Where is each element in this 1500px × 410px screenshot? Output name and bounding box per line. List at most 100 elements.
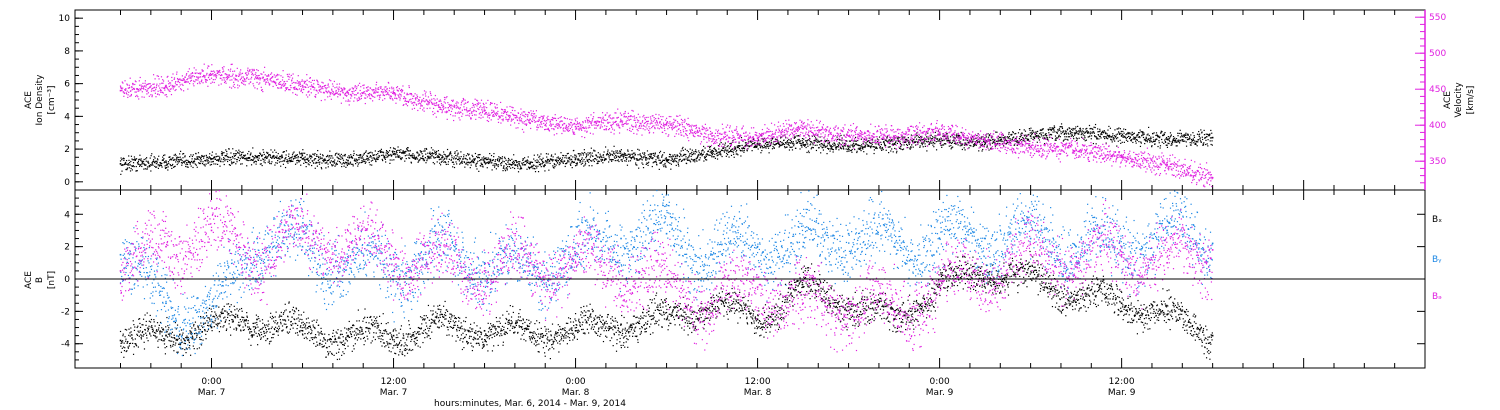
density-sample [378, 157, 379, 158]
density-sample [310, 158, 311, 159]
density-sample [528, 163, 529, 164]
density-sample [193, 154, 194, 155]
density-sample [505, 158, 506, 159]
x-tick-date-label: Mar. 7 [198, 388, 226, 398]
density-sample [482, 157, 483, 158]
density-sample [468, 154, 469, 155]
density-sample [369, 162, 370, 163]
density-sample [273, 155, 274, 156]
density-sample [208, 160, 209, 161]
density-sample [539, 156, 540, 157]
density-sample [534, 168, 535, 169]
density-sample [156, 161, 157, 162]
density-sample [286, 154, 287, 155]
density-sample [188, 167, 189, 168]
density-sample [417, 151, 418, 152]
density-sample [259, 155, 260, 156]
density-sample [455, 161, 456, 162]
density-sample [366, 150, 367, 151]
density-sample [384, 157, 385, 158]
density-sample [266, 152, 267, 153]
density-sample [417, 158, 418, 159]
density-sample [423, 158, 424, 159]
density-sample [542, 161, 543, 162]
density-sample [362, 161, 363, 162]
density-sample [546, 153, 547, 154]
density-sample [389, 163, 390, 164]
density-sample [147, 168, 148, 169]
density-sample [544, 170, 545, 171]
density-sample [142, 162, 143, 163]
density-sample [264, 154, 265, 155]
density-sample [356, 154, 357, 155]
density-sample [423, 150, 424, 151]
density-sample [143, 163, 144, 164]
density-sample [198, 152, 199, 153]
density-sample [269, 154, 270, 155]
density-sample [147, 166, 148, 167]
density-sample [560, 158, 561, 159]
density-sample [458, 153, 459, 154]
density-sample [377, 157, 378, 158]
density-sample [321, 162, 322, 163]
density-sample [442, 156, 443, 157]
density-sample [239, 155, 240, 156]
density-sample [270, 155, 271, 156]
density-sample [203, 158, 204, 159]
density-sample [339, 158, 340, 159]
density-sample [180, 157, 181, 158]
density-sample [297, 157, 298, 158]
density-sample [418, 155, 419, 156]
density-sample [185, 155, 186, 156]
density-sample [157, 159, 158, 160]
density-sample [450, 153, 451, 154]
density-sample [547, 162, 548, 163]
b-tick-label: -2 [61, 307, 70, 317]
density-sample [204, 164, 205, 165]
density-sample [179, 161, 180, 162]
density-sample [299, 161, 300, 162]
density-sample [224, 164, 225, 165]
density-sample [549, 163, 550, 164]
density-sample [510, 160, 511, 161]
density-sample [455, 155, 456, 156]
density-sample [408, 155, 409, 156]
density-sample [454, 153, 455, 154]
density-sample [498, 164, 499, 165]
density-sample [250, 152, 251, 153]
density-sample [475, 166, 476, 167]
density-sample [557, 162, 558, 163]
density-sample [351, 164, 352, 165]
density-sample [298, 160, 299, 161]
density-sample [164, 161, 165, 162]
density-sample [538, 171, 539, 172]
density-sample [392, 152, 393, 153]
density-sample [365, 162, 366, 163]
density-sample [400, 152, 401, 153]
density-sample [213, 161, 214, 162]
density-sample [180, 151, 181, 152]
density-sample [280, 161, 281, 162]
density-sample [237, 159, 238, 160]
density-sample [499, 161, 500, 162]
x-tick-date-label: Mar. 8 [562, 388, 590, 398]
density-sample [133, 162, 134, 163]
density-sample [222, 152, 223, 153]
density-sample [170, 164, 171, 165]
density-sample [355, 163, 356, 164]
density-sample [561, 159, 562, 160]
density-sample [340, 156, 341, 157]
density-sample [320, 154, 321, 155]
density-sample [129, 162, 130, 163]
density-sample [364, 153, 365, 154]
density-sample [241, 156, 242, 157]
density-sample [515, 165, 516, 166]
density-sample [538, 157, 539, 158]
density-sample [493, 156, 494, 157]
density-sample [490, 160, 491, 161]
density-sample [183, 153, 184, 154]
density-sample [533, 165, 534, 166]
density-sample [274, 150, 275, 151]
density-sample [121, 157, 122, 158]
density-sample [397, 150, 398, 151]
